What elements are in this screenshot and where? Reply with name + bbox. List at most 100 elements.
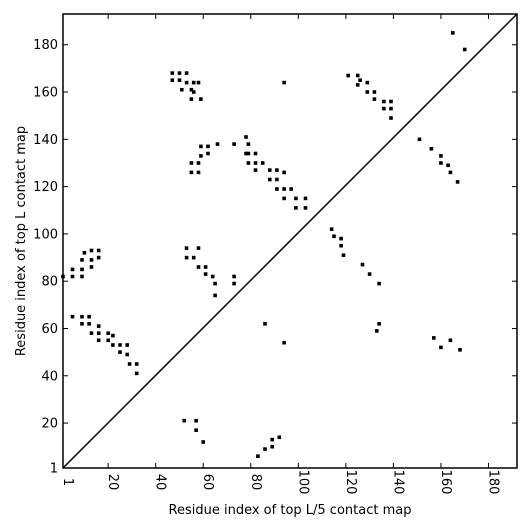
contact-point — [89, 265, 94, 269]
contact-point — [134, 371, 139, 376]
contact-point — [303, 206, 308, 210]
contact-point — [341, 253, 346, 257]
contact-point — [134, 362, 139, 366]
contact-point — [111, 333, 115, 338]
contact-point — [355, 73, 360, 78]
contact-point — [232, 274, 236, 279]
x-tick-label: 140 — [390, 470, 405, 495]
contact-point — [118, 343, 122, 347]
contact-point — [389, 99, 393, 104]
contact-point — [365, 80, 370, 85]
contact-point — [268, 168, 272, 172]
contact-point — [61, 274, 65, 279]
contact-point — [439, 154, 443, 158]
contact-point — [194, 418, 198, 423]
y-tick-label: 140 — [33, 133, 58, 148]
contact-point — [177, 78, 182, 82]
y-tick-label: 80 — [41, 275, 58, 290]
contact-point — [210, 274, 215, 279]
contact-point — [382, 99, 386, 104]
y-tick-label: 160 — [33, 86, 58, 101]
contact-point — [184, 255, 189, 260]
x-tick-label: 20 — [105, 474, 120, 491]
y-tick-label: 60 — [41, 322, 58, 337]
contact-point — [170, 71, 175, 75]
contact-point — [206, 144, 210, 149]
contact-point — [70, 314, 75, 319]
contact-point — [275, 187, 279, 191]
contact-point — [303, 196, 308, 201]
y-tick-label: 1 — [50, 462, 58, 477]
contact-point — [201, 440, 205, 444]
contact-point — [389, 106, 393, 111]
contact-point — [184, 80, 189, 85]
contact-point — [196, 246, 201, 250]
contact-point — [170, 78, 175, 82]
contact-point — [446, 163, 450, 168]
contact-point — [339, 243, 343, 248]
contact-point — [196, 265, 201, 269]
contact-points — [61, 31, 467, 458]
contact-point — [439, 161, 443, 165]
contact-point — [96, 324, 101, 328]
contact-point — [199, 144, 203, 149]
contact-point — [282, 170, 286, 175]
contact-point — [196, 170, 201, 175]
contact-point — [263, 447, 267, 451]
contact-point — [346, 73, 350, 78]
contact-point — [203, 265, 208, 269]
contact-point — [89, 248, 94, 253]
contact-point — [270, 437, 274, 442]
x-axis-label: Residue index of top L/5 contact map — [169, 503, 412, 518]
contact-point — [111, 343, 115, 347]
contact-point — [191, 80, 196, 85]
contact-point — [360, 262, 365, 267]
contact-point — [432, 336, 436, 340]
contact-point — [246, 161, 251, 165]
contact-point — [268, 177, 272, 182]
contact-point — [87, 314, 91, 319]
contact-point — [439, 345, 443, 350]
contact-point — [275, 168, 279, 172]
y-tick-label: 180 — [33, 38, 58, 53]
contact-point — [244, 151, 248, 156]
x-tick-label: 60 — [200, 474, 215, 491]
contact-point — [194, 428, 198, 432]
diagonal-line — [62, 13, 518, 469]
y-tick-label: 120 — [33, 180, 58, 195]
contact-point — [282, 187, 286, 191]
contact-point — [377, 281, 381, 286]
contact-point — [367, 272, 372, 276]
contact-point — [80, 267, 84, 272]
contact-point — [82, 251, 87, 255]
contact-point — [213, 281, 217, 286]
contact-point — [448, 170, 453, 175]
contact-point — [87, 322, 91, 326]
x-tick-label: 1 — [60, 478, 75, 486]
contact-point — [196, 161, 201, 165]
contact-point — [246, 151, 251, 156]
contact-point — [96, 331, 101, 335]
contact-point — [118, 350, 122, 354]
contact-point — [244, 135, 248, 139]
contact-point — [70, 267, 75, 272]
contact-point — [377, 322, 381, 326]
contact-point — [289, 187, 293, 191]
contact-point — [232, 142, 236, 146]
x-axis-ticks: 1 20 40 60 80 100 120 140 160 180 — [60, 14, 500, 494]
contact-point — [246, 142, 251, 146]
contact-point — [451, 31, 455, 35]
contact-point — [184, 246, 189, 250]
contact-point — [263, 322, 267, 326]
contact-point — [372, 90, 377, 94]
contact-point — [215, 142, 220, 146]
contact-point — [282, 340, 286, 345]
contact-point — [96, 338, 101, 343]
contact-point — [458, 348, 462, 352]
contact-point — [80, 314, 84, 319]
contact-point — [339, 236, 343, 241]
contact-point — [189, 170, 194, 175]
contact-point — [372, 97, 377, 101]
